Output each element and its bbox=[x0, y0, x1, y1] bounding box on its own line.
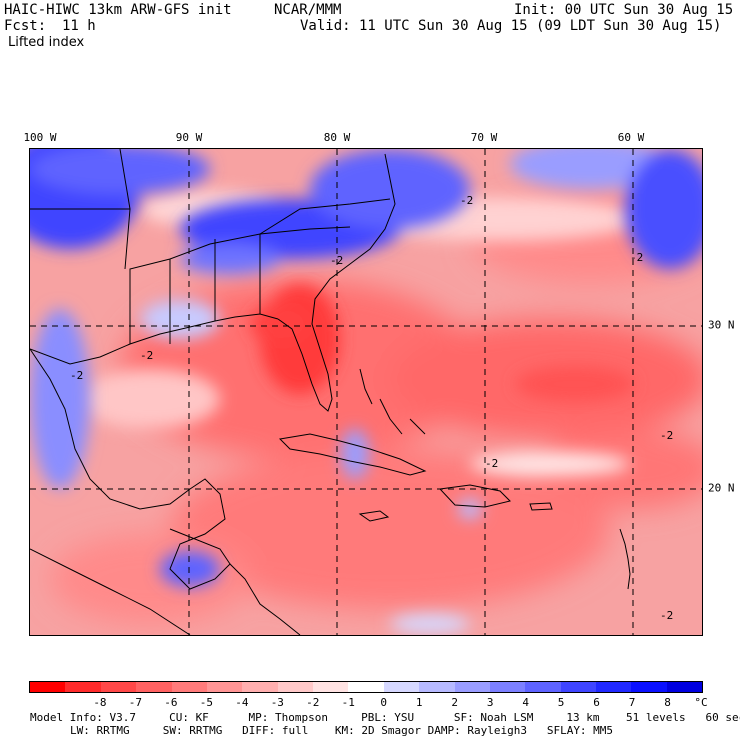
colorbar-swatch bbox=[596, 682, 632, 692]
colorbar-tick-label: -3 bbox=[270, 696, 284, 709]
colorbar-tick-label: 7 bbox=[628, 696, 636, 709]
colorbar-tick-label: -7 bbox=[128, 696, 143, 709]
colorbar-swatch bbox=[242, 682, 278, 692]
lon-label-80w: 80 W bbox=[323, 131, 351, 144]
valid-time: Valid: 11 UTC Sun 30 Aug 15 (09 LDT Sun … bbox=[300, 18, 722, 34]
colorbar-swatch bbox=[277, 682, 313, 692]
contour-label: -2 bbox=[460, 194, 473, 207]
colorbar-swatch bbox=[136, 682, 172, 692]
forecast-label: Fcst: bbox=[4, 18, 47, 34]
colorbar-tick-label: -4 bbox=[235, 696, 249, 709]
colorbar-tick-label: 0 bbox=[380, 696, 388, 709]
contour-label: -2 bbox=[70, 369, 83, 382]
colorbar-swatch bbox=[383, 682, 420, 692]
lon-label-70w: 70 W bbox=[470, 131, 498, 144]
colorbar-tick-label: 5 bbox=[557, 696, 565, 709]
colorbar-tick-label: -5 bbox=[199, 696, 213, 709]
init-time: Init: 00 UTC Sun 30 Aug 15 bbox=[514, 2, 734, 18]
colorbar-swatch bbox=[454, 682, 490, 692]
colorbar-swatch bbox=[30, 682, 66, 692]
colorbar-swatch bbox=[313, 682, 349, 692]
contour-label: -2 bbox=[630, 251, 643, 264]
forecast-hour: 11 h bbox=[62, 18, 96, 34]
colorbar-tick-label: 8 bbox=[664, 696, 671, 709]
colorbar-swatch bbox=[348, 682, 384, 692]
colorbar-tick-label: 3 bbox=[486, 696, 494, 709]
colorbar-swatch bbox=[560, 682, 596, 692]
colorbar-tick-label: -2 bbox=[306, 696, 320, 709]
colorbar-unit: °C bbox=[694, 696, 708, 709]
colorbar-swatch bbox=[206, 682, 243, 692]
lifted-index-map: -2 -2 -2 -2 -2 -2 -2 -2 bbox=[29, 148, 703, 636]
contour-label: -2 bbox=[660, 429, 673, 442]
contour-label: -2 bbox=[330, 254, 343, 267]
lat-label-20n: 20 N bbox=[708, 481, 735, 495]
contour-label: -2 bbox=[660, 609, 673, 622]
contour-label: -2 bbox=[140, 349, 153, 362]
model-info-line2: LW: RRTMG SW: RRTMG DIFF: full KM: 2D Sm… bbox=[70, 724, 614, 737]
colorbar-swatch bbox=[65, 682, 101, 692]
lon-label-60w: 60 W bbox=[617, 131, 645, 144]
colorbar-tick-label: 6 bbox=[593, 696, 600, 709]
colorbar-swatch bbox=[666, 682, 703, 692]
colorbar-swatch bbox=[171, 682, 207, 692]
colorbar-swatch bbox=[525, 682, 561, 692]
colorbar-swatch bbox=[419, 682, 455, 692]
field-name: Lifted index bbox=[8, 35, 85, 50]
lat-label-30n: 30 N bbox=[708, 318, 735, 332]
colorbar-tick-label: -1 bbox=[341, 696, 355, 709]
colorbar-tick-label: -8 bbox=[93, 696, 107, 709]
model-title: HAIC-HIWC 13km ARW-GFS init bbox=[4, 2, 232, 18]
colorbar-swatch bbox=[489, 682, 526, 692]
lon-label-100w: 100 W bbox=[23, 131, 57, 144]
model-info-line1: Model Info: V3.7 CU: KF MP: Thompson PBL… bbox=[30, 711, 740, 724]
contour-label: -2 bbox=[485, 457, 498, 470]
lon-label-90w: 90 W bbox=[175, 131, 203, 144]
colorbar-tick-label: -6 bbox=[164, 696, 178, 709]
colorbar-swatch bbox=[100, 682, 137, 692]
colorbar-tick-label: 4 bbox=[522, 696, 529, 709]
colorbar-tick-label: 1 bbox=[415, 696, 423, 709]
colorbar bbox=[29, 681, 703, 693]
map-svg: -2 -2 -2 -2 -2 -2 -2 -2 bbox=[30, 149, 702, 635]
org-label: NCAR/MMM bbox=[274, 2, 342, 18]
colorbar-swatch bbox=[631, 682, 667, 692]
colorbar-tick-label: 2 bbox=[451, 696, 458, 709]
